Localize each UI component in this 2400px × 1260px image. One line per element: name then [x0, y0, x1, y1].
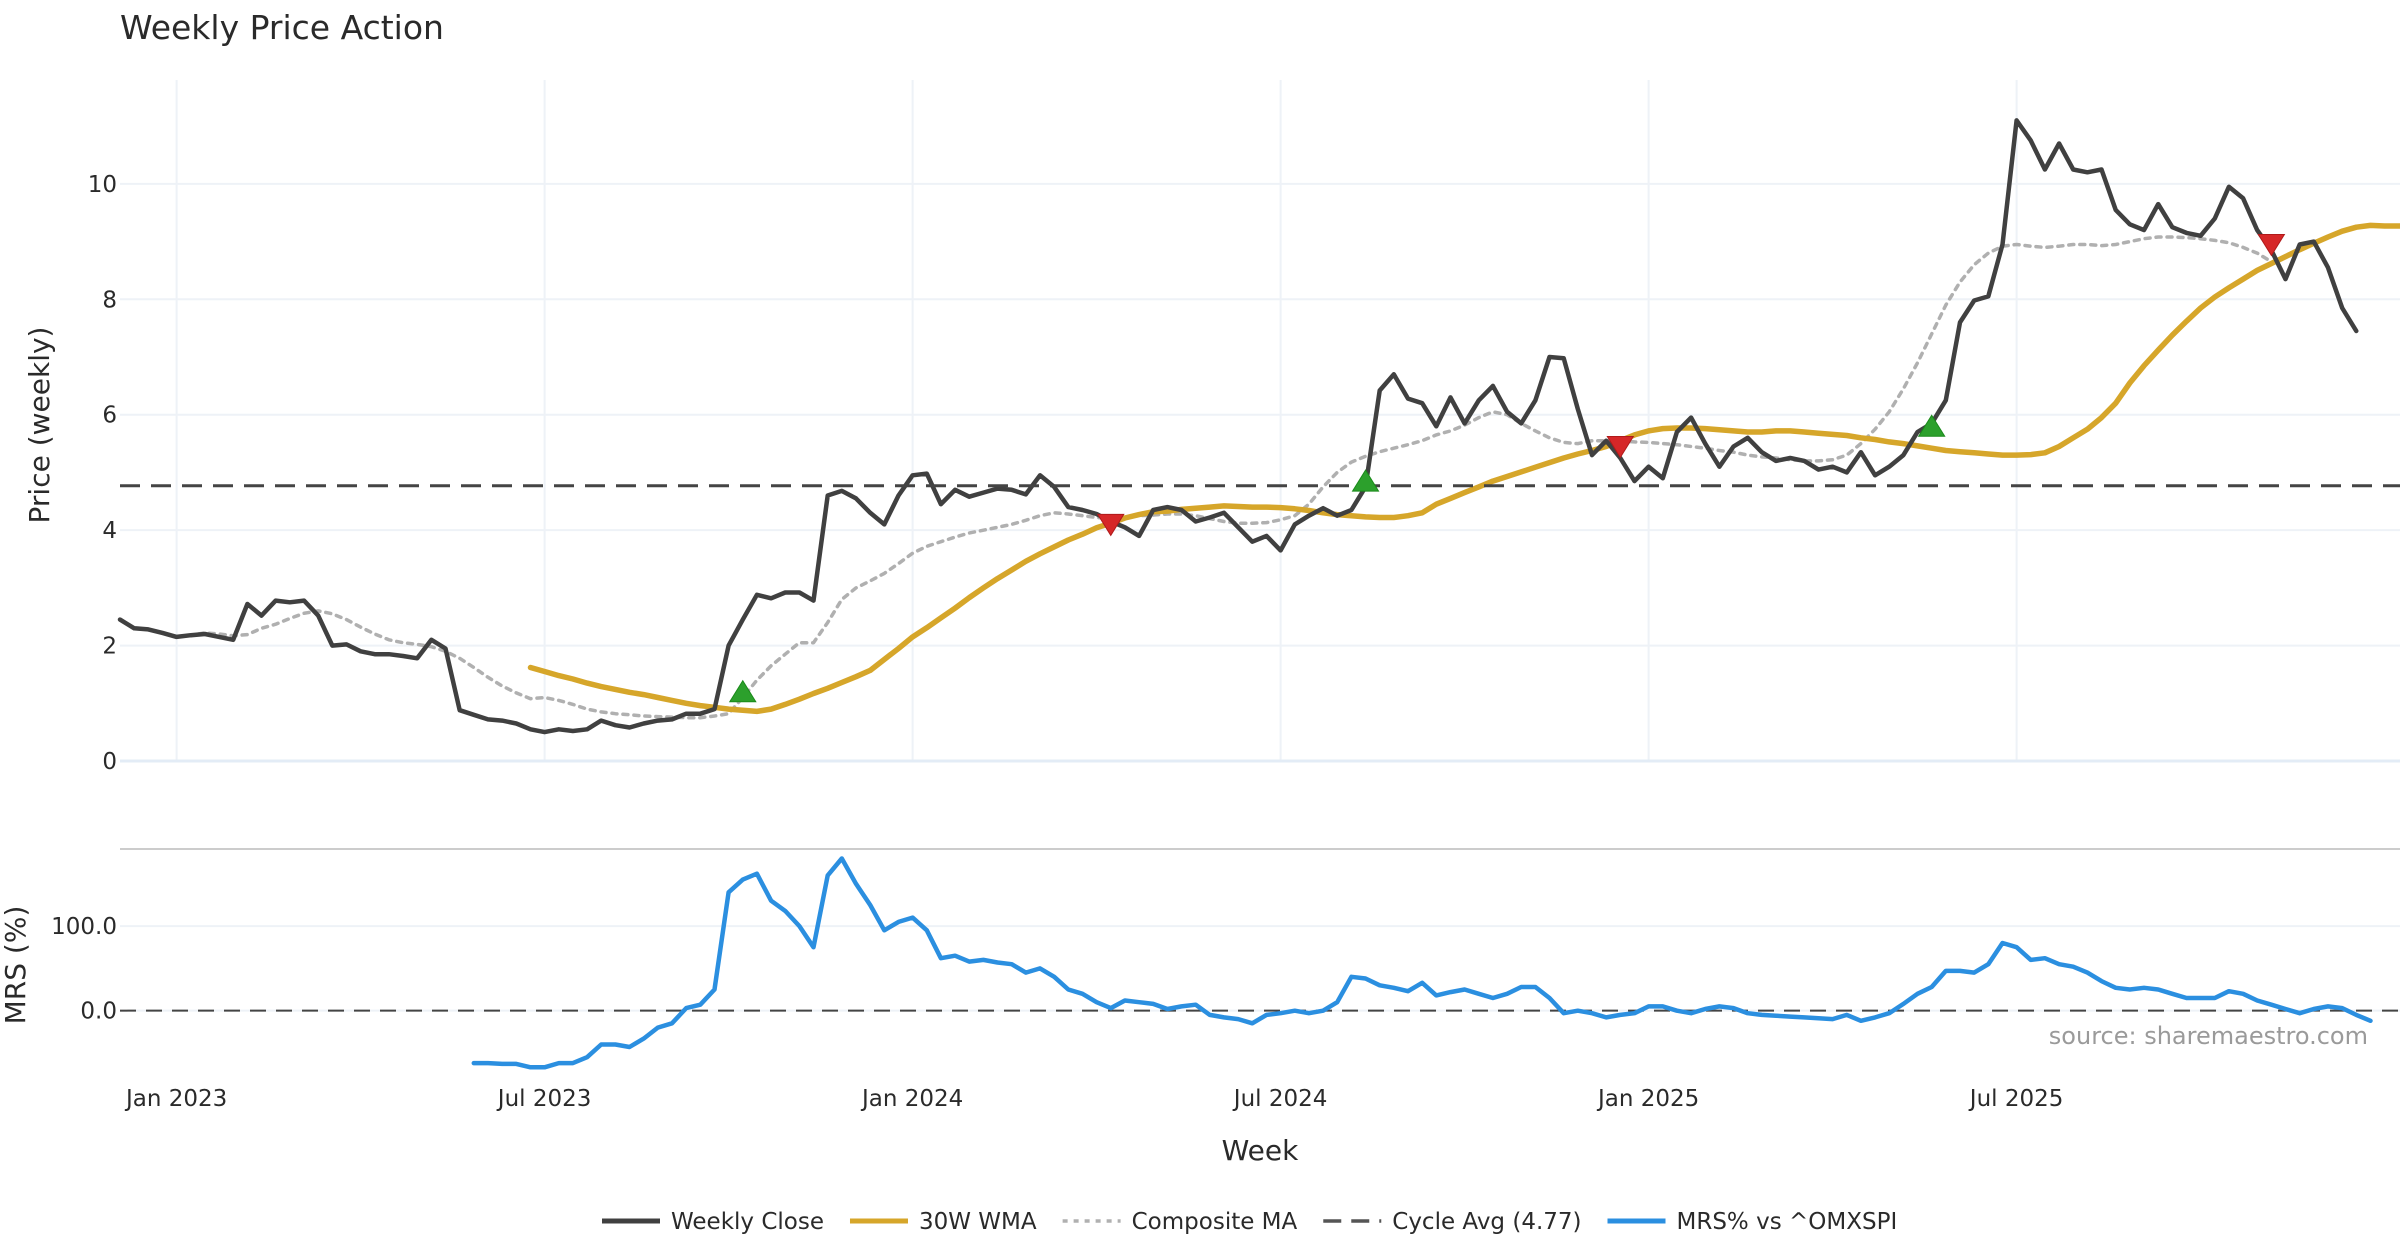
mrs-y-axis-label: MRS (%) [0, 906, 32, 1025]
legend-item: MRS% vs ^OMXSPI [1607, 1209, 1898, 1235]
source-note: source: sharemaestro.com [2049, 1022, 2368, 1050]
x-tick-label: Jan 2023 [124, 1086, 227, 1112]
legend-item: Weekly Close [602, 1209, 824, 1235]
x-axis-label: Week [1222, 1134, 1299, 1167]
legend-label: 30W WMA [919, 1209, 1037, 1235]
price-gridlines [120, 80, 2400, 761]
mrs-series [471, 856, 2373, 1070]
mrs-y-tick-label: 100.0 [51, 914, 117, 940]
sell-signal-marker [1606, 435, 1635, 459]
price-y-tick-label: 6 [102, 403, 117, 429]
price-y-tick-label: 4 [102, 518, 117, 544]
mrs-y-ticks: 0.0 100.0 [51, 914, 117, 1025]
x-tick-label: Jul 2023 [496, 1086, 592, 1112]
weekly-close-line [117, 118, 2359, 735]
legend-label: Cycle Avg (4.77) [1392, 1209, 1581, 1235]
legend-item: 30W WMA [849, 1209, 1037, 1235]
mrs-gridlines [120, 925, 2400, 1012]
chart-title: Weekly Price Action [120, 8, 444, 47]
price-y-tick-label: 0 [102, 749, 117, 775]
composite-ma-line [174, 235, 2274, 720]
price-y-tick-label: 10 [88, 172, 117, 198]
buy-signal-marker [1351, 469, 1380, 492]
price-y-axis-label: Price (weekly) [23, 327, 56, 524]
price-series [117, 118, 2400, 735]
x-tick-label: Jul 2024 [1232, 1086, 1328, 1112]
legend-item: Cycle Avg (4.77) [1323, 1209, 1582, 1235]
x-tick-label: Jul 2025 [1968, 1086, 2064, 1112]
legend-label: MRS% vs ^OMXSPI [1677, 1209, 1898, 1235]
mrs-line [471, 856, 2373, 1070]
legend-label: Weekly Close [671, 1209, 824, 1235]
price-y-tick-label: 8 [102, 287, 117, 313]
mrs-y-tick-label: 0.0 [80, 999, 117, 1025]
sell-signal-marker [1096, 513, 1125, 537]
trade-signals [728, 233, 2286, 703]
price-y-ticks: 0 2 4 6 8 10 [88, 172, 117, 775]
legend: Weekly Close 30W WMA Composite MA Cycle Avg… [602, 1209, 1897, 1235]
buy-signal-marker [728, 679, 757, 703]
price-y-tick-label: 2 [102, 634, 117, 660]
legend-label: Composite MA [1132, 1209, 1298, 1235]
x-ticks: Jan 2023 Jul 2023 Jan 2024 Jul 2024 Jan 2025… [124, 1086, 2063, 1112]
sell-signal-marker [2257, 233, 2286, 257]
x-tick-label: Jan 2024 [860, 1086, 963, 1112]
legend-item: Composite MA [1062, 1209, 1298, 1235]
x-tick-label: Jan 2025 [1596, 1086, 1699, 1112]
30w-wma-line [527, 222, 2400, 715]
buy-signal-marker [1917, 414, 1946, 437]
